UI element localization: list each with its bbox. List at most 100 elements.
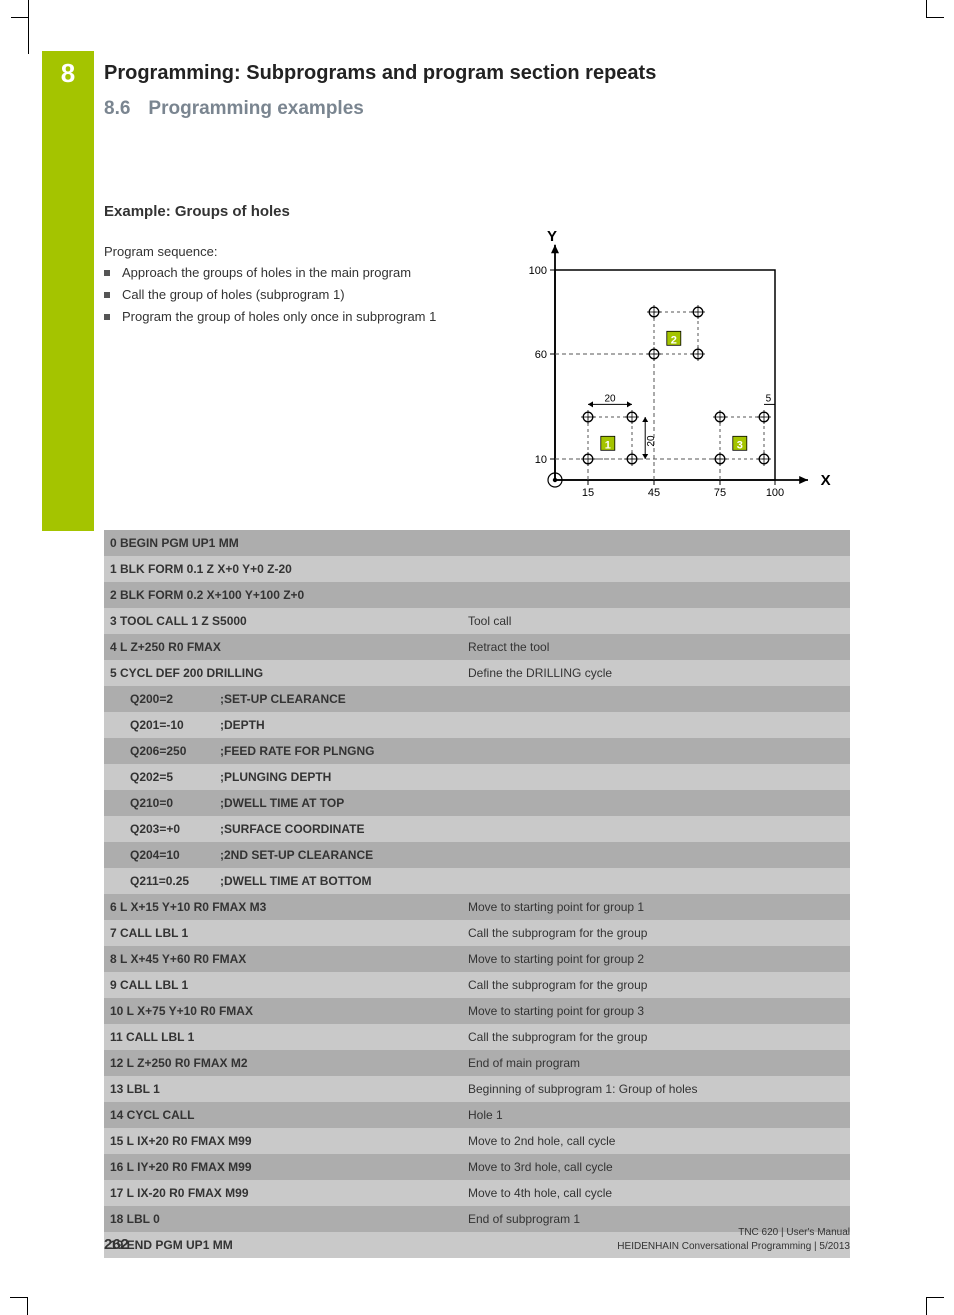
table-row: 4 L Z+250 R0 FMAXRetract the tool [104,634,850,660]
desc-cell: Hole 1 [462,1102,850,1128]
param-cell: Q203=+0 [104,816,214,842]
svg-text:10: 10 [535,454,547,466]
desc-cell: Call the subprogram for the group [462,920,850,946]
table-row: 9 CALL LBL 1Call the subprogram for the … [104,972,850,998]
crop-mark [890,18,926,54]
param-cell: Q211=0.25 [104,868,214,894]
desc-cell: Move to 2nd hole, call cycle [462,1128,850,1154]
table-row: Q211=0.25;DWELL TIME AT BOTTOM [104,868,850,894]
desc-cell [462,868,850,894]
code-cell: 17 L IX-20 R0 FMAX M99 [104,1180,462,1206]
desc-cell: Move to 3rd hole, call cycle [462,1154,850,1180]
code-cell: 9 CALL LBL 1 [104,972,462,998]
table-row: 8 L X+45 Y+60 R0 FMAXMove to starting po… [104,946,850,972]
chapter-bar [42,51,94,531]
footer-text: TNC 620 | User's Manual HEIDENHAIN Conve… [617,1226,850,1253]
table-row: 3 TOOL CALL 1 Z S5000Tool call [104,608,850,634]
desc-cell: Move to starting point for group 3 [462,998,850,1024]
table-row: Q200=2;SET-UP CLEARANCE [104,686,850,712]
svg-text:Y: Y [547,230,557,245]
desc-cell [462,712,850,738]
desc-cell: Call the subprogram for the group [462,972,850,998]
param-cell: Q202=5 [104,764,214,790]
desc-cell: End of main program [462,1050,850,1076]
crop-mark [28,18,64,54]
desc-cell [462,582,850,608]
svg-text:X: X [821,472,831,489]
example-heading: Example: Groups of holes [104,203,290,220]
holes-diagram: YX154575100106010012320205 [500,230,840,510]
table-row: Q202=5;PLUNGING DEPTH [104,764,850,790]
footer-line2: HEIDENHAIN Conversational Programming | … [617,1240,850,1254]
page-footer: 262 TNC 620 | User's Manual HEIDENHAIN C… [104,1226,850,1253]
desc-cell: Retract the tool [462,634,850,660]
code-cell: 12 L Z+250 R0 FMAX M2 [104,1050,462,1076]
code-cell: 2 BLK FORM 0.2 X+100 Y+100 Z+0 [104,582,462,608]
code-cell: 7 CALL LBL 1 [104,920,462,946]
table-row: Q204=10;2ND SET-UP CLEARANCE [104,842,850,868]
code-cell: 5 CYCL DEF 200 DRILLING [104,660,462,686]
table-row: 1 BLK FORM 0.1 Z X+0 Y+0 Z-20 [104,556,850,582]
param-desc-cell: ;PLUNGING DEPTH [214,764,462,790]
desc-cell [462,764,850,790]
sequence-label: Program sequence: [104,244,217,259]
sequence-item: Program the group of holes only once in … [104,308,464,327]
section-name: Programming examples [148,98,363,119]
code-cell: 3 TOOL CALL 1 Z S5000 [104,608,462,634]
code-cell: 13 LBL 1 [104,1076,462,1102]
table-row: 14 CYCL CALLHole 1 [104,1102,850,1128]
table-row: 11 CALL LBL 1Call the subprogram for the… [104,1024,850,1050]
param-desc-cell: ;2ND SET-UP CLEARANCE [214,842,462,868]
desc-cell [462,738,850,764]
code-cell: 6 L X+15 Y+10 R0 FMAX M3 [104,894,462,920]
section-number: 8.6 [104,98,130,119]
sequence-item: Approach the groups of holes in the main… [104,264,464,283]
svg-text:15: 15 [582,487,594,499]
chapter-title: Programming: Subprograms and program sec… [104,62,656,85]
table-row: 15 L IX+20 R0 FMAX M99Move to 2nd hole, … [104,1128,850,1154]
desc-cell: Beginning of subprogram 1: Group of hole… [462,1076,850,1102]
param-desc-cell: ;DWELL TIME AT TOP [214,790,462,816]
table-row: Q201=-10;DEPTH [104,712,850,738]
table-row: Q203=+0;SURFACE COORDINATE [104,816,850,842]
desc-cell [462,816,850,842]
param-desc-cell: ;SET-UP CLEARANCE [214,686,462,712]
desc-cell [462,842,850,868]
footer-line1: TNC 620 | User's Manual [617,1226,850,1240]
svg-text:100: 100 [529,265,547,277]
table-row: 0 BEGIN PGM UP1 MM [104,530,850,556]
sequence-item: Call the group of holes (subprogram 1) [104,286,464,305]
code-cell: 11 CALL LBL 1 [104,1024,462,1050]
desc-cell: Move to starting point for group 1 [462,894,850,920]
table-row: 6 L X+15 Y+10 R0 FMAX M3Move to starting… [104,894,850,920]
code-cell: 4 L Z+250 R0 FMAX [104,634,462,660]
code-cell: 10 L X+75 Y+10 R0 FMAX [104,998,462,1024]
code-cell: 0 BEGIN PGM UP1 MM [104,530,462,556]
program-table: 0 BEGIN PGM UP1 MM1 BLK FORM 0.1 Z X+0 Y… [104,530,850,1258]
svg-text:2: 2 [671,334,677,346]
code-cell: 15 L IX+20 R0 FMAX M99 [104,1128,462,1154]
desc-cell: Call the subprogram for the group [462,1024,850,1050]
desc-cell [462,556,850,582]
code-cell: 8 L X+45 Y+60 R0 FMAX [104,946,462,972]
svg-text:45: 45 [648,487,660,499]
param-cell: Q201=-10 [104,712,214,738]
desc-cell: Tool call [462,608,850,634]
code-cell: 1 BLK FORM 0.1 Z X+0 Y+0 Z-20 [104,556,462,582]
svg-text:20: 20 [604,393,616,404]
page-number: 262 [104,1236,129,1253]
svg-text:20: 20 [646,435,657,447]
table-row: 12 L Z+250 R0 FMAX M2End of main program [104,1050,850,1076]
svg-text:60: 60 [535,349,547,361]
table-row: 2 BLK FORM 0.2 X+100 Y+100 Z+0 [104,582,850,608]
table-row: 7 CALL LBL 1Call the subprogram for the … [104,920,850,946]
param-cell: Q204=10 [104,842,214,868]
crop-mark [28,1261,64,1297]
svg-text:100: 100 [766,487,784,499]
table-row: 10 L X+75 Y+10 R0 FMAXMove to starting p… [104,998,850,1024]
table-row: 5 CYCL DEF 200 DRILLINGDefine the DRILLI… [104,660,850,686]
section-title: 8.6 Programming examples [104,98,364,120]
crop-mark [890,1261,926,1297]
svg-text:5: 5 [766,393,772,404]
svg-text:3: 3 [737,439,743,451]
